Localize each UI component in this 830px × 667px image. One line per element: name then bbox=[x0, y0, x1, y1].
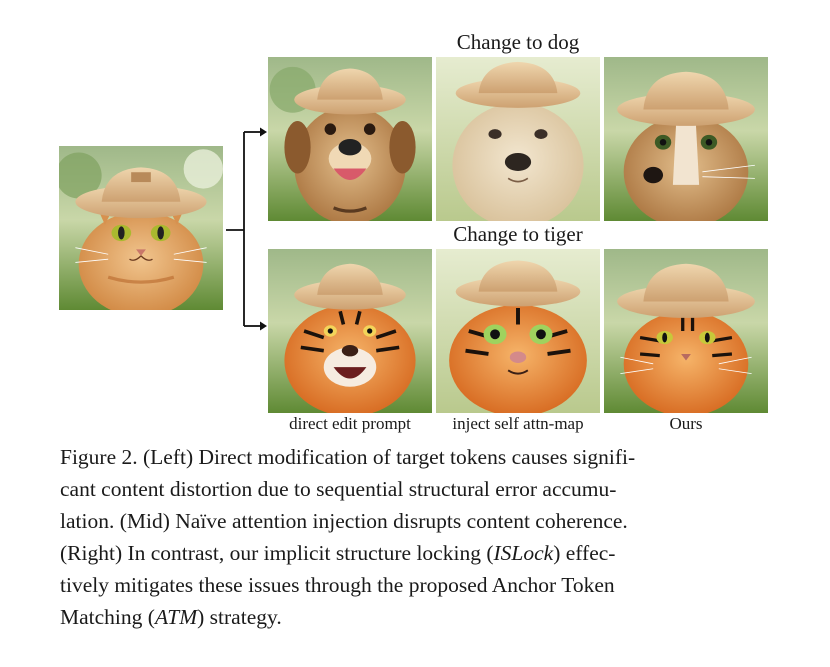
tiger-direct-edit-image bbox=[268, 249, 432, 413]
caption-text: Matching ( bbox=[60, 605, 155, 629]
dog-ours-image bbox=[604, 57, 768, 221]
caption-line-5: tively mitigates these issues through th… bbox=[60, 573, 615, 597]
row-title-tiger: Change to tiger bbox=[453, 222, 583, 246]
caption-line-6: Matching (ATM) strategy. bbox=[60, 601, 772, 633]
branch-arrows bbox=[226, 127, 267, 331]
caption-line-2: cant content distortion due to sequentia… bbox=[60, 477, 617, 501]
caption-islock-term: ISLock bbox=[493, 541, 554, 565]
tiger-inject-attn-image bbox=[436, 249, 600, 413]
caption-atm-term: ATM bbox=[154, 605, 198, 629]
row-title-dog: Change to dog bbox=[456, 30, 580, 54]
caption-line-1: Figure 2. (Left) Direct modification of … bbox=[60, 445, 636, 469]
dog-inject-attn-image bbox=[436, 57, 600, 221]
caption-line-4: (Right) In contrast, our implicit struct… bbox=[60, 537, 772, 569]
column-label-inject-attn: inject self attn-map bbox=[452, 414, 584, 433]
source-cat-image bbox=[59, 146, 223, 310]
caption-line-3: lation. (Mid) Naïve attention injection … bbox=[60, 509, 628, 533]
caption-text: (Right) In contrast, our implicit struct… bbox=[60, 541, 494, 565]
column-label-direct-edit: direct edit prompt bbox=[289, 414, 411, 433]
tiger-ours-image bbox=[604, 249, 768, 413]
column-label-ours: Ours bbox=[669, 414, 703, 433]
caption-text: ) effec- bbox=[553, 541, 616, 565]
dog-direct-edit-image bbox=[268, 57, 432, 221]
caption-text: ) strategy. bbox=[197, 605, 282, 629]
figure-caption: Figure 2. (Left) Direct modification of … bbox=[60, 441, 772, 633]
